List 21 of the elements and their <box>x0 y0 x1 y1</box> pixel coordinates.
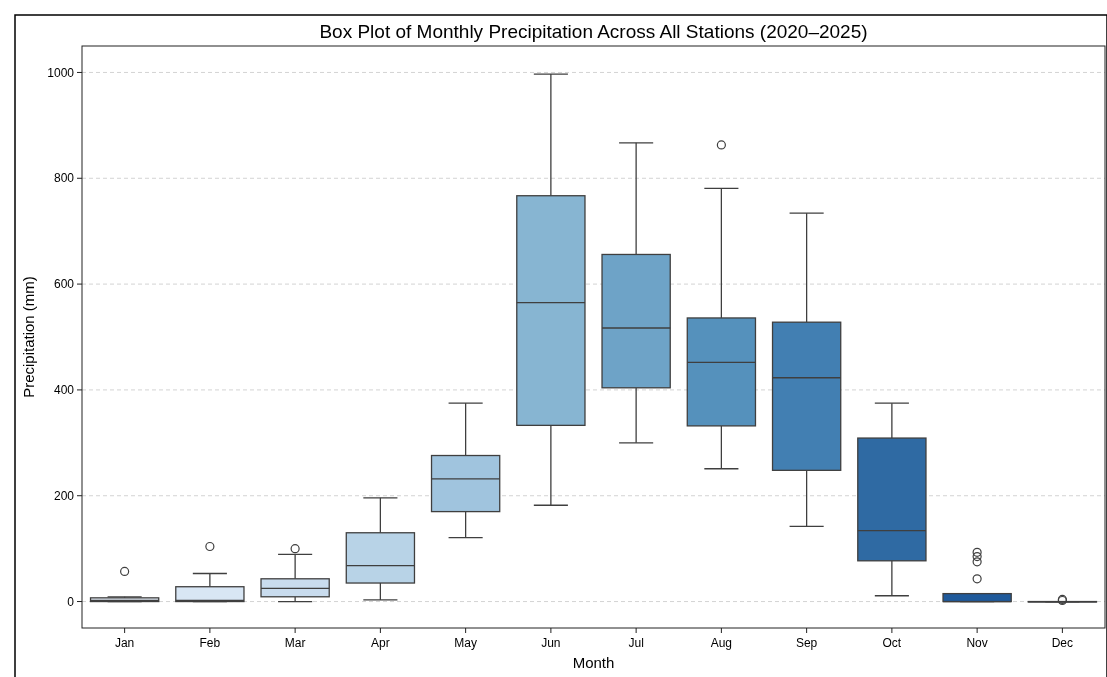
x-tick-label: Jan <box>114 636 135 650</box>
x-tick-label: Jun <box>541 636 561 650</box>
y-tick-label: 600 <box>53 277 75 292</box>
x-tick-label: Dec <box>1051 636 1074 650</box>
x-axis-title: Month <box>572 654 615 671</box>
x-tick-label: May <box>454 636 477 650</box>
y-tick-label: 200 <box>53 488 75 503</box>
x-tick-label: Mar <box>284 636 306 650</box>
y-tick-label: 400 <box>53 383 75 398</box>
x-tick-label: Aug <box>710 636 733 650</box>
y-tick-label: 1000 <box>47 65 75 80</box>
x-tick-label: Apr <box>371 636 390 650</box>
y-tick-label: 800 <box>53 171 75 186</box>
y-tick-label: 0 <box>67 594 75 609</box>
x-tick-label: Jul <box>628 636 644 650</box>
x-tick-label: Sep <box>795 636 818 650</box>
x-tick-label: Feb <box>199 636 221 650</box>
y-axis-title: Precipitation (mm) <box>20 276 37 398</box>
chart-title: Box Plot of Monthly Precipitation Across All Stations (2020–2025) <box>319 21 868 42</box>
x-tick-label: Nov <box>966 636 988 650</box>
x-tick-label: Oct <box>882 636 902 650</box>
